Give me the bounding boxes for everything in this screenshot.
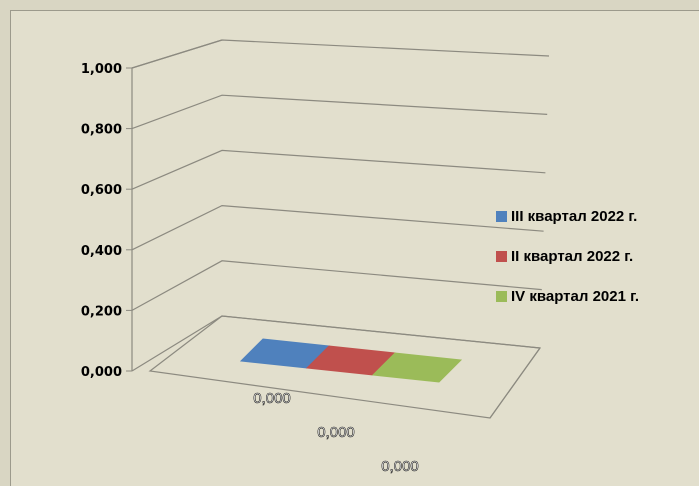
y-tick-label: 0,400 [81, 244, 122, 259]
y-tick-label: 0,800 [81, 123, 122, 138]
legend-swatch-series-2 [496, 250, 507, 262]
y-tick-label: 0,000 [81, 365, 122, 380]
legend-item-series-2: II квартал 2022 г. [496, 236, 699, 276]
legend-item-series-1: III квартал 2022 г. [496, 196, 699, 236]
legend-swatch-series-1 [496, 210, 507, 222]
gridline [131, 260, 542, 311]
data-label-series-2: 0,000 [317, 424, 355, 441]
gridline [131, 149, 546, 190]
gridline [131, 315, 541, 372]
legend-swatch-series-3 [496, 290, 507, 302]
legend-label-series-2: II квартал 2022 г. [511, 247, 634, 265]
legend-label-series-3: IV квартал 2021 г. [511, 287, 640, 305]
gridline [131, 204, 544, 251]
legend-label-series-1: III квартал 2022 г. [511, 207, 638, 225]
bar-series-3 [371, 352, 463, 383]
plot-area [10, 10, 699, 486]
y-tick-label: 0,200 [81, 304, 122, 319]
y-tick-label: 0,600 [81, 183, 122, 198]
gridline [131, 94, 548, 130]
left-wall-edge [131, 39, 223, 371]
floor-right-edge [489, 347, 541, 419]
legend-item-series-3: IV квартал 2021 г. [496, 276, 699, 316]
legend: III квартал 2022 г. II квартал 2022 г. I… [496, 196, 699, 316]
data-label-series-1: 0,000 [253, 390, 291, 407]
gridline [131, 39, 550, 69]
data-label-series-3: 0,000 [381, 458, 419, 475]
y-tick-label: 1,000 [81, 62, 122, 77]
